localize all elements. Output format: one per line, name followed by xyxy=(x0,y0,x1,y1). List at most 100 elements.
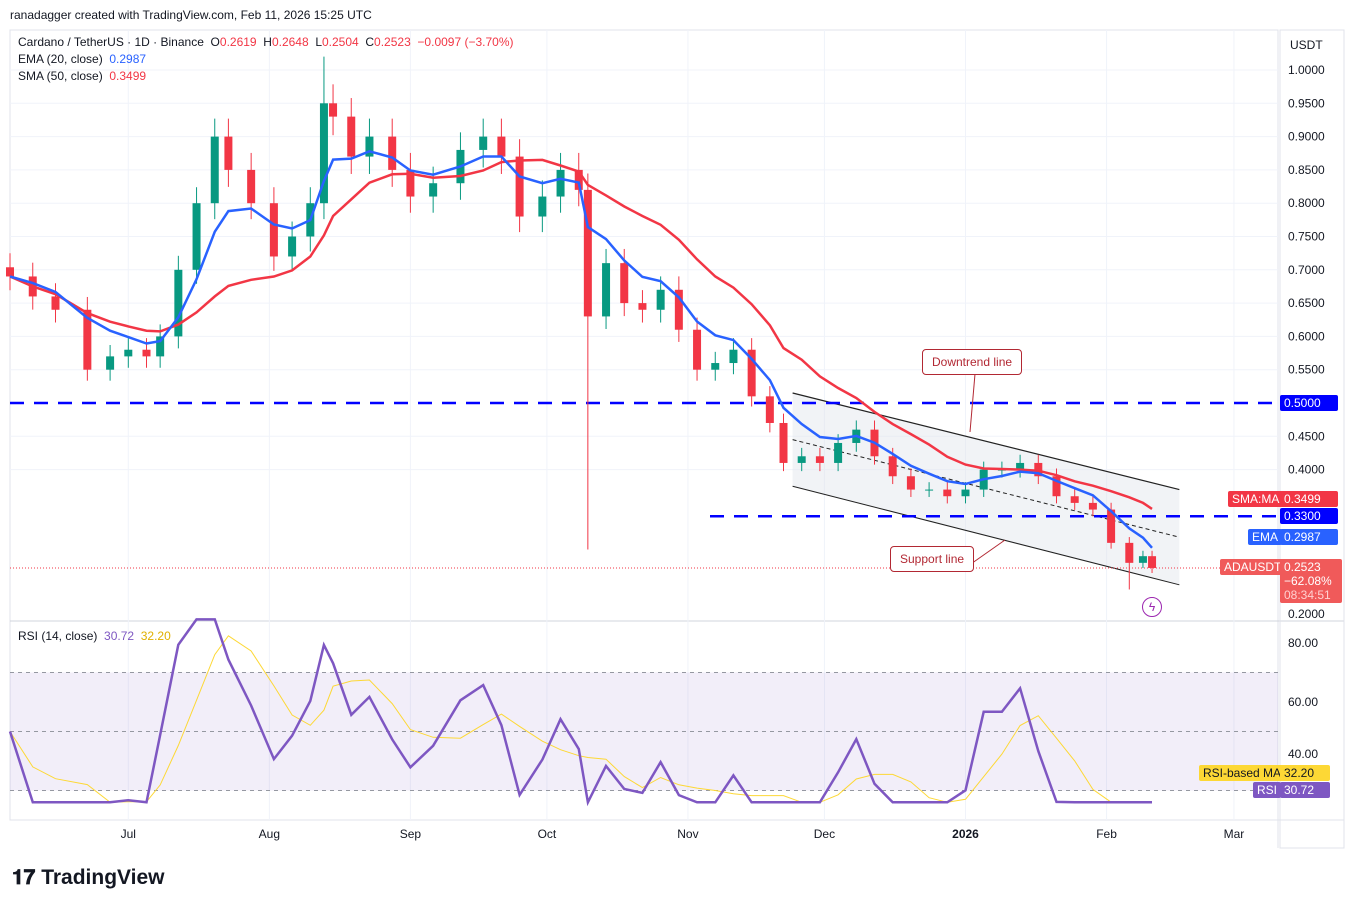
candle-body xyxy=(142,349,151,357)
candle-body xyxy=(329,103,338,117)
price-tick-label: 0.4000 xyxy=(1288,463,1325,477)
low-value: 0.2504 xyxy=(322,35,359,49)
price-tick-label: 1.0000 xyxy=(1288,63,1325,77)
time-tick-label: Mar xyxy=(1224,827,1245,841)
close-value: 0.2523 xyxy=(374,35,411,49)
logo-mark-icon: 𝟏𝟕 xyxy=(12,866,36,889)
candle-body xyxy=(711,363,720,370)
candle-body xyxy=(583,189,592,317)
price-tick-label: 0.6500 xyxy=(1288,296,1325,310)
candle-body xyxy=(765,396,774,423)
price-tick-label: 0.8000 xyxy=(1288,196,1325,210)
candle-body xyxy=(106,356,115,370)
candle-body xyxy=(1016,462,1025,470)
candle-body xyxy=(1088,502,1097,510)
last-price: 0.2523 xyxy=(1284,560,1321,574)
price-tick-label: 0.9500 xyxy=(1288,96,1325,110)
rsi-legend[interactable]: RSI (14, close) 30.72 32.20 xyxy=(18,629,171,643)
rsi-label: 30.72 xyxy=(1280,782,1330,798)
symbol-legend: Cardano / TetherUS · 1D · Binance O0.261… xyxy=(18,35,514,49)
open-label: O xyxy=(210,35,220,49)
candle-body xyxy=(1052,476,1061,497)
rsi-ma-label: 32.20 xyxy=(1280,765,1330,781)
candle-body xyxy=(815,456,824,463)
candle-body xyxy=(1107,509,1116,543)
candle-body xyxy=(124,349,133,357)
rsi-ma-value: 32.20 xyxy=(140,629,171,643)
price-tick-label: 0.8500 xyxy=(1288,163,1325,177)
candle-body xyxy=(961,489,970,497)
price-tick-label: 0.7000 xyxy=(1288,263,1325,277)
bar-countdown: 08:34:51 xyxy=(1284,588,1331,602)
candle-body xyxy=(1148,556,1157,568)
downtrend-line xyxy=(792,392,1180,491)
level-500-label: 0.5000 xyxy=(1280,395,1338,411)
candle-body xyxy=(224,136,233,170)
time-tick-label: Feb xyxy=(1096,827,1117,841)
candle-body xyxy=(656,289,665,310)
candle-body xyxy=(497,136,506,157)
open-value: 0.2619 xyxy=(219,35,257,49)
time-tick-label: 2026 xyxy=(952,827,979,841)
rsi-line xyxy=(8,618,1152,807)
percent-change: −62.08% xyxy=(1284,574,1332,588)
candle-body xyxy=(174,269,183,337)
sma-price-label: 0.3499 xyxy=(1280,491,1338,507)
candle-body xyxy=(51,296,60,310)
candle-body xyxy=(429,183,438,197)
currency-label[interactable]: USDT xyxy=(1290,38,1323,52)
candle-body xyxy=(943,489,952,497)
price-tick-label: 0.7500 xyxy=(1288,230,1325,244)
support-annotation: Support line xyxy=(890,546,975,572)
last-price-box: 0.2523 −62.08% 08:34:51 xyxy=(1280,559,1342,603)
candle-body xyxy=(247,169,256,204)
time-tick-label: Nov xyxy=(677,827,698,841)
low-label: L xyxy=(315,35,322,49)
ema-tag: EMA xyxy=(1248,529,1283,545)
sma-tag: SMA:MA xyxy=(1228,491,1284,507)
ema-legend[interactable]: EMA (20, close) 0.2987 xyxy=(18,52,146,66)
candle-body xyxy=(556,169,565,197)
rsi-tick-label: 40.00 xyxy=(1288,747,1318,761)
rsi-ma-line xyxy=(9,635,1152,803)
candle-body xyxy=(1070,496,1079,503)
downtrend-pointer xyxy=(969,373,976,433)
time-tick-label: Sep xyxy=(400,827,422,841)
price-tick-label: 0.6000 xyxy=(1288,329,1325,343)
sma-label: SMA (50, close) xyxy=(18,69,103,83)
candle-body xyxy=(192,203,201,270)
high-value: 0.2648 xyxy=(271,35,309,49)
price-tick-label: 0.4500 xyxy=(1288,429,1325,443)
price-tick-label: 0.2000 xyxy=(1288,607,1325,621)
symbol-tag: ADAUSDT xyxy=(1220,559,1286,575)
sma-legend[interactable]: SMA (50, close) 0.3499 xyxy=(18,69,146,83)
candle-body xyxy=(693,329,702,370)
candle-body xyxy=(1138,556,1147,563)
candle-body xyxy=(638,303,647,310)
candle-body xyxy=(747,349,756,397)
tradingview-logo: 𝟏𝟕 TradingView xyxy=(12,866,165,890)
candle-body xyxy=(210,136,219,204)
candle-body xyxy=(269,203,278,257)
ema-label: EMA (20, close) xyxy=(18,52,103,66)
candle-body xyxy=(156,336,165,357)
lightning-icon[interactable]: ϟ xyxy=(1142,597,1162,617)
candle-body xyxy=(538,196,547,217)
candle-body xyxy=(406,169,415,197)
rsi-value: 30.72 xyxy=(104,629,135,643)
candle-body xyxy=(620,263,629,304)
price-tick-label: 0.9000 xyxy=(1288,130,1325,144)
axis-frame xyxy=(1279,29,1345,849)
candle-body xyxy=(797,456,806,463)
symbol-name[interactable]: Cardano / TetherUS · 1D · Binance xyxy=(18,35,204,49)
rsi-tick-label: 80.00 xyxy=(1288,636,1318,650)
candle-body xyxy=(347,116,356,157)
sma-value: 0.3499 xyxy=(109,69,147,83)
candle-body xyxy=(515,156,524,217)
candle-body xyxy=(779,422,788,463)
rsi-tick-label: 60.00 xyxy=(1288,695,1318,709)
rsi-tag: RSI xyxy=(1253,782,1282,798)
close-label: C xyxy=(365,35,375,49)
